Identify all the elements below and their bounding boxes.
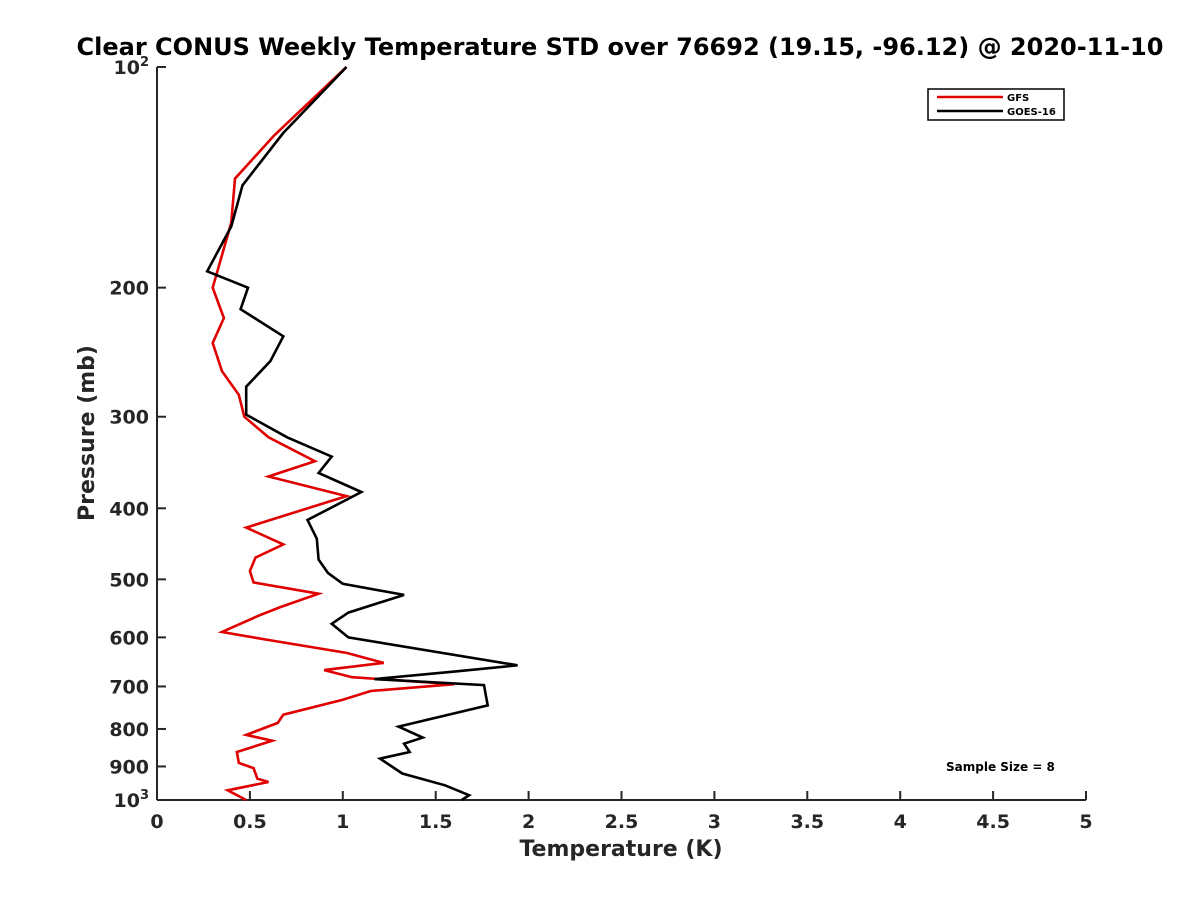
x-tick-label: 3 [708, 811, 721, 833]
y-tick-label: 102 [114, 55, 150, 79]
x-tick-label: 4 [894, 811, 907, 833]
chart-title: Clear CONUS Weekly Temperature STD over … [77, 33, 1164, 61]
y-tick-label: 600 [109, 627, 149, 649]
x-tick-label: 1 [336, 811, 349, 833]
y-tick-label: 500 [109, 569, 149, 591]
y-tick-label: 103 [114, 788, 150, 812]
x-tick-label: 0 [150, 811, 163, 833]
x-tick-label: 4.5 [976, 811, 1010, 833]
y-ticks: 102 200 300 400 500 600 700 800 900 103 [109, 55, 166, 812]
legend-label-goes16: GOES-16 [1007, 107, 1056, 118]
legend-box [927, 88, 1065, 121]
y-axis-label: Pressure (mb) [75, 345, 100, 521]
y-tick-label: 200 [109, 278, 149, 300]
y-tick-label: 300 [109, 407, 149, 429]
x-tick-label: 3.5 [790, 811, 824, 833]
legend-label-gfs: GFS [1007, 93, 1029, 104]
y-tick-label: 900 [109, 756, 149, 778]
y-tick-label: 400 [109, 498, 149, 520]
series-line-gfs [211, 66, 455, 802]
x-tick-label: 2.5 [605, 811, 639, 833]
x-tick-label: 2 [522, 811, 535, 833]
legend: GFS GOES-16 [927, 88, 1065, 121]
x-ticks: 0 0.5 1 1.5 2 2.5 3 3.5 4 4.5 5 [150, 791, 1093, 833]
series-line-goes-16 [205, 66, 518, 802]
sample-size-annotation: Sample Size = 8 [946, 760, 1055, 774]
x-tick-label: 1.5 [419, 811, 453, 833]
x-tick-label: 0.5 [233, 811, 267, 833]
series-lines [205, 66, 518, 802]
x-tick-label: 5 [1079, 811, 1092, 833]
x-axis-label: Temperature (K) [519, 837, 722, 862]
y-tick-label: 800 [109, 719, 149, 741]
y-tick-label: 700 [109, 676, 149, 698]
